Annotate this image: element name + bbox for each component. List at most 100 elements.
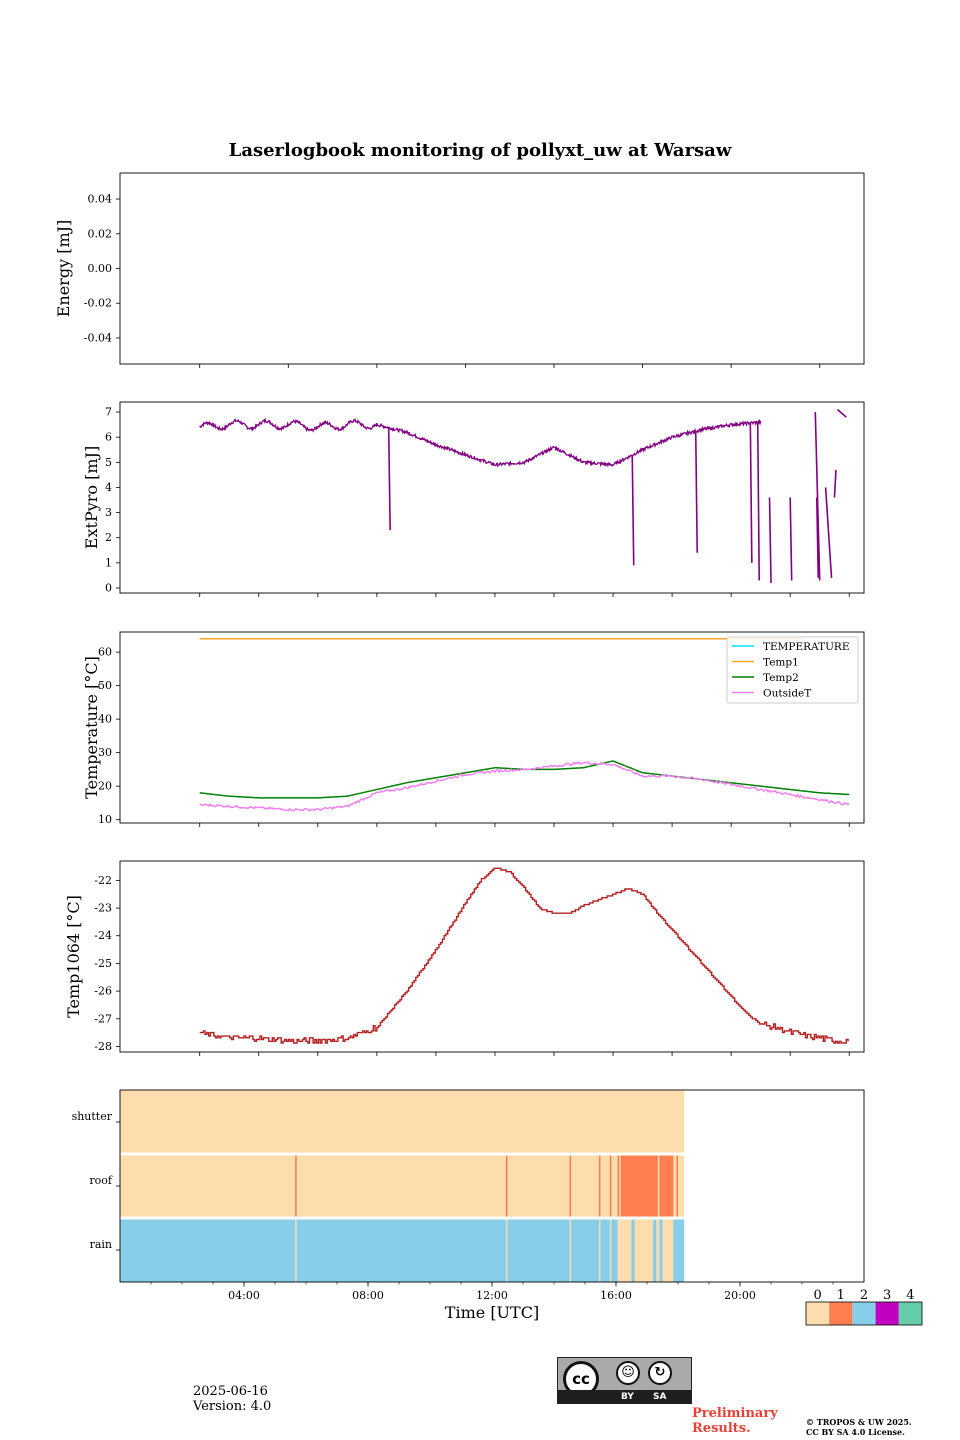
legend-label: TEMPERATURE	[763, 641, 850, 653]
status-segment-shutter	[120, 1090, 685, 1153]
extpyro-dropout	[749, 422, 753, 563]
y-tick-label: 0.04	[88, 193, 113, 206]
sa-label: SA	[653, 1392, 667, 1402]
preliminary-note: Preliminary Results.	[692, 1406, 778, 1436]
extpyro-dropout	[756, 422, 761, 581]
colorbar-swatch	[806, 1302, 830, 1325]
figure-title: Laserlogbook monitoring of pollyxt_uw at…	[228, 140, 732, 161]
y-axis-label: Energy [mJ]	[54, 220, 73, 318]
status-segment-roof	[617, 1155, 620, 1217]
y-tick-label: 30	[98, 746, 112, 759]
by-label: BY	[621, 1392, 634, 1402]
y-tick-label: 10	[98, 813, 112, 826]
status-segment-roof	[295, 1155, 297, 1217]
extpyro-panel: 7 6 5 4 3 2 1 0 ExtPyro [mJ]	[82, 401, 865, 597]
y-tick-label: 0.02	[88, 227, 113, 240]
y-tick-label: 3	[105, 506, 112, 519]
legend-label: Temp2	[763, 672, 799, 684]
y-tick-label: 0	[105, 581, 112, 594]
x-tick-label: 16:00	[600, 1289, 632, 1302]
y-axis-label: ExtPyro [mJ]	[82, 446, 101, 549]
y-tick-label: -27	[94, 1012, 112, 1025]
y-axis-label: Temperature [°C]	[82, 656, 101, 799]
status-segment-roof	[120, 1155, 685, 1217]
series-line-outsidet	[199, 761, 850, 812]
status-segment-rain	[662, 1219, 674, 1282]
extpyro-dropout	[694, 431, 699, 553]
y-tick-label: 2	[105, 531, 112, 544]
status-segment-rain	[598, 1219, 601, 1282]
y-tick-label: -26	[94, 985, 112, 998]
colorbar-tick-label: 3	[883, 1288, 891, 1303]
y-tick-label: 1	[105, 556, 112, 569]
y-tick-label: 0.00	[88, 262, 113, 275]
status-segment-roof	[659, 1155, 674, 1217]
cc-label-strip	[558, 1390, 691, 1403]
extpyro-line	[199, 417, 762, 468]
status-segment-rain	[295, 1219, 297, 1282]
date-text: 2025-06-16	[193, 1384, 268, 1399]
status-segment-roof	[620, 1155, 658, 1217]
extpyro-dropout	[815, 497, 820, 578]
colorbar-swatch	[875, 1302, 899, 1325]
footer-date: 2025-06-16 Version: 4.0	[193, 1384, 271, 1414]
status-segment-rain	[609, 1219, 612, 1282]
y-tick-label: 6	[105, 431, 112, 444]
y-tick-label: 50	[98, 679, 112, 692]
person-icon: ☺	[616, 1361, 640, 1385]
temp1064-panel: -22 -23 -24 -25 -26 -27 -28 Temp1064 [°C]	[64, 860, 865, 1056]
plot-frame	[119, 172, 865, 365]
y-tick-label: -0.02	[84, 297, 112, 310]
legend: TEMPERATURE Temp1 Temp2 OutsideT	[726, 636, 859, 704]
y-tick-label: -22	[94, 874, 112, 887]
colorbar-tick-label: 4	[906, 1288, 914, 1303]
extpyro-dropout	[833, 469, 837, 498]
y-tick-label: -28	[94, 1040, 112, 1053]
y-tick-label: -23	[94, 902, 112, 915]
series-line-temp2	[199, 760, 850, 799]
y-tick-label: 4	[105, 481, 112, 494]
status-segment-roof	[609, 1155, 612, 1217]
x-axis-label: Time [UTC]	[445, 1303, 539, 1322]
legend-frame	[726, 636, 859, 704]
extpyro-dropout	[387, 427, 391, 531]
y-tick-label: 60	[98, 646, 112, 659]
extpyro-fragment	[836, 408, 847, 418]
plot-frame	[119, 401, 865, 594]
colorbar-tick-label: 2	[860, 1288, 868, 1303]
status-segment-roof	[569, 1155, 572, 1217]
extpyro-fragment	[824, 487, 833, 578]
x-tick-label: 12:00	[476, 1289, 508, 1302]
row-label-rain: rain	[90, 1238, 112, 1251]
status-segment-rain	[656, 1219, 660, 1282]
temp1064-line	[199, 867, 849, 1044]
share-alike-icon: ↻	[648, 1361, 672, 1385]
status-segment-rain	[617, 1219, 632, 1282]
legend-label: Temp1	[763, 657, 799, 669]
y-tick-label: -24	[94, 929, 112, 942]
colorbar-frame	[805, 1301, 923, 1326]
plot-frame	[119, 631, 865, 824]
y-tick-label: 20	[98, 780, 112, 793]
x-tick-label: 04:00	[228, 1289, 260, 1302]
status-segment-roof	[505, 1155, 508, 1217]
copyright-note: © TROPOS & UW 2025. CC BY SA 4.0 License…	[806, 1417, 912, 1437]
status-segment-roof	[598, 1155, 601, 1217]
status-segment-roof	[676, 1155, 678, 1217]
colorbar-tick-label: 0	[813, 1288, 821, 1303]
colorbar-swatch	[852, 1302, 876, 1325]
status-segment-rain	[569, 1219, 572, 1282]
status-segment-rain	[505, 1219, 508, 1282]
y-tick-label: -25	[94, 957, 112, 970]
energy-panel: 0.04 0.02 0.00 -0.02 -0.04 Energy [mJ]	[54, 172, 865, 368]
y-tick-label: 5	[105, 456, 112, 469]
extpyro-dropout	[768, 497, 772, 583]
extpyro-dropout	[789, 497, 793, 581]
plot-frame	[119, 860, 865, 1053]
extpyro-fragment	[814, 412, 821, 581]
row-label-shutter: shutter	[72, 1110, 113, 1123]
legend-label: OutsideT	[763, 688, 811, 700]
status-segment-rain	[120, 1219, 685, 1282]
